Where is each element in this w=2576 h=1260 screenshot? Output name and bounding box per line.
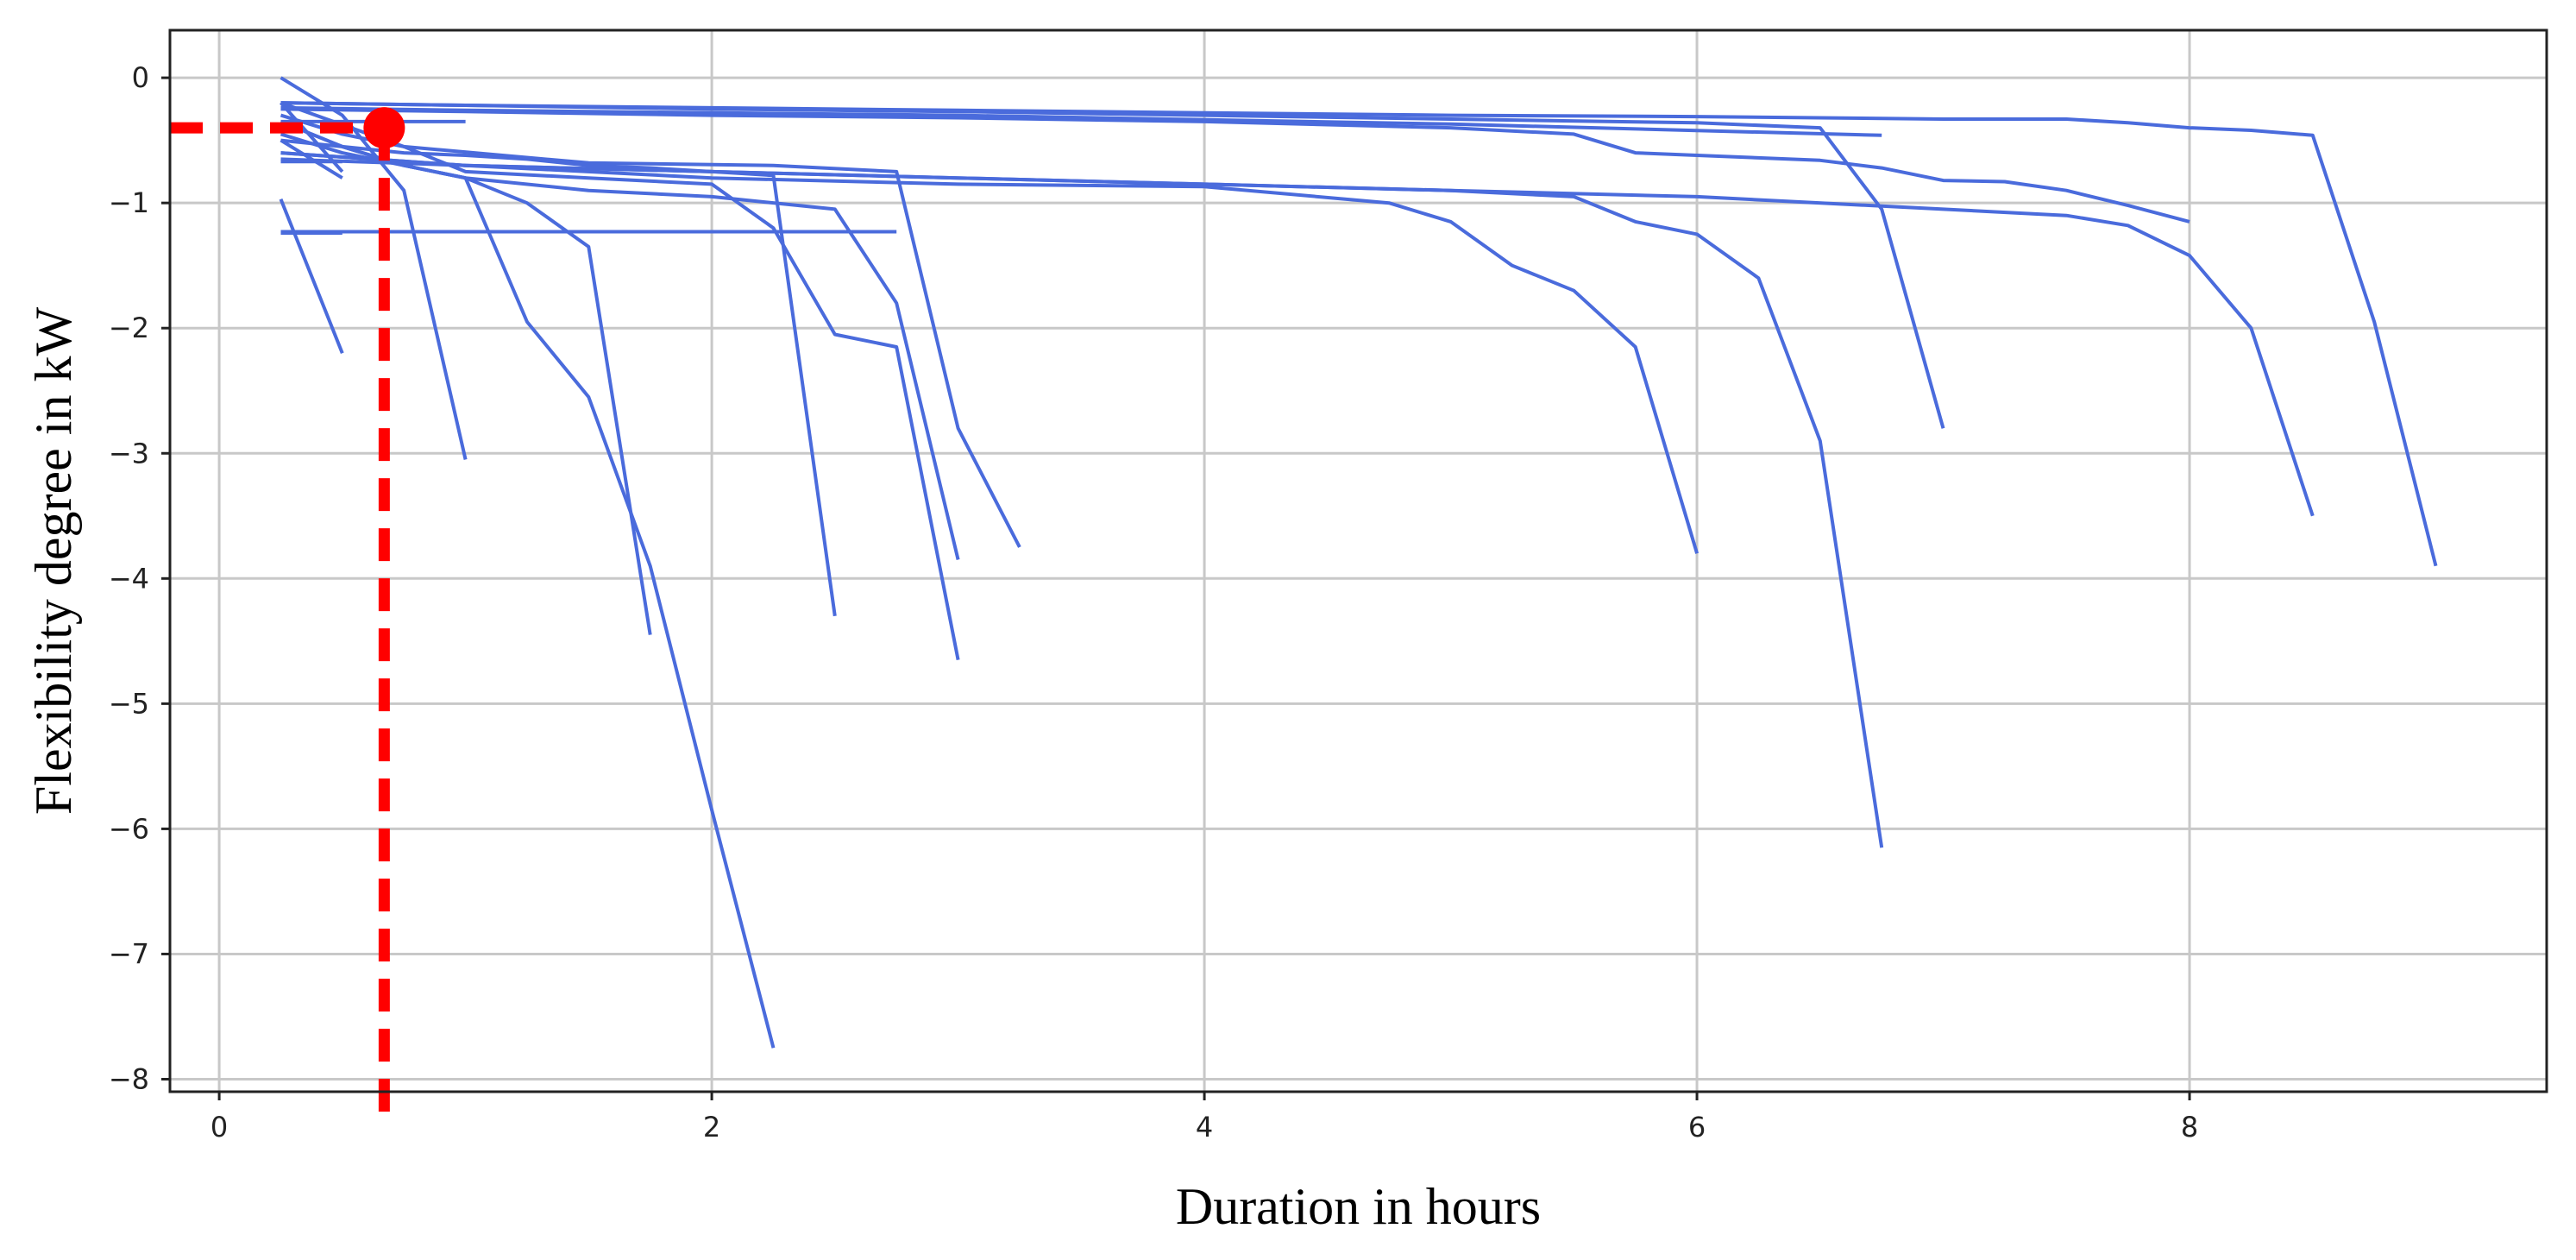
y-tick-label: −1: [109, 186, 149, 219]
highlight-marker: [170, 107, 405, 1118]
series-line-4: [280, 120, 652, 635]
series-line-13: [280, 151, 2315, 517]
x-tick-label: 8: [2181, 1111, 2198, 1143]
x-tick-label: 0: [210, 1111, 228, 1143]
series-lines: [279, 76, 2438, 1049]
y-tick-label: −5: [109, 687, 149, 720]
series-line-8: [280, 120, 960, 560]
x-axis-ticks: 0 2 4 6 8: [210, 1092, 2198, 1143]
x-tick-label: 4: [1196, 1111, 1213, 1143]
y-tick-label: −7: [109, 937, 149, 970]
series-line-1: [279, 198, 344, 354]
y-tick-label: −3: [109, 437, 149, 469]
series-line-16: [280, 105, 1882, 137]
series-line-9: [280, 101, 1021, 548]
x-axis-title: Duration in hours: [1176, 1178, 1541, 1235]
highlight-point: [363, 107, 405, 149]
y-axis-ticks: 0 −1 −2 −3 −4 −5 −6 −7 −8: [109, 61, 170, 1095]
grid: [170, 30, 2547, 1092]
series-line-18: [280, 138, 343, 180]
series-line-12: [280, 101, 1945, 429]
y-axis-title: Flexibility degree in kW: [25, 307, 82, 816]
y-tick-label: −8: [109, 1062, 149, 1095]
series-line-3: [280, 76, 468, 460]
x-tick-label: 2: [703, 1111, 720, 1143]
series-line-14: [280, 101, 2438, 567]
series-line-5: [280, 132, 776, 1049]
y-tick-label: −2: [109, 312, 149, 344]
series-line-15: [280, 107, 2190, 224]
y-tick-label: −4: [109, 562, 149, 595]
plot-frame: [168, 28, 2548, 1093]
y-tick-label: −6: [109, 812, 149, 845]
y-tick-label: 0: [132, 61, 149, 94]
series-line-10: [280, 151, 1700, 554]
x-tick-label: 6: [1688, 1111, 1706, 1143]
series-line-11: [280, 157, 1884, 848]
